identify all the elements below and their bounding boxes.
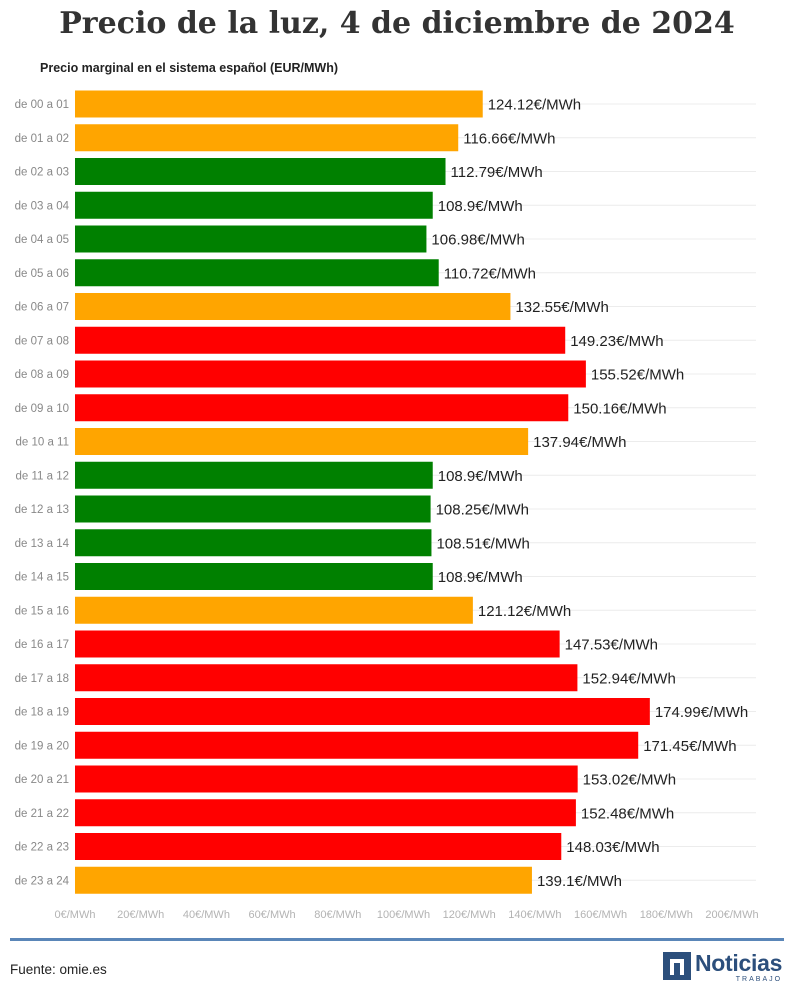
category-label: de 20 a 21: [15, 774, 69, 786]
x-axis: 0€/MWh 20€/MWh 40€/MWh 60€/MWh 80€/MWh 100€/M…: [55, 909, 759, 921]
x-tick-label: 160€/MWh: [574, 909, 627, 921]
value-label: 108.25€/MWh: [436, 502, 529, 519]
bar: [75, 630, 560, 658]
value-label: 108.9€/MWh: [438, 569, 523, 586]
bar: [75, 394, 569, 422]
category-label: de 21 a 22: [15, 808, 69, 820]
x-tick-label: 80€/MWh: [314, 909, 361, 921]
chart-title: Precio de la luz, 4 de diciembre de 2024: [59, 6, 735, 41]
logo-text: Noticias TRABAJO: [695, 950, 783, 984]
value-label: 139.1€/MWh: [537, 873, 622, 890]
value-label: 137.94€/MWh: [533, 434, 626, 451]
value-label: 106.98€/MWh: [431, 232, 524, 249]
bar: [75, 225, 427, 253]
category-label: de 04 a 05: [15, 234, 69, 246]
value-label: 148.03€/MWh: [566, 839, 659, 856]
x-tick-label: 120€/MWh: [443, 909, 496, 921]
logo-word: Noticias: [695, 950, 783, 976]
gridlines: [75, 103, 756, 881]
value-label: 174.99€/MWh: [655, 704, 748, 721]
value-label: 108.51€/MWh: [436, 535, 529, 552]
value-label: 108.9€/MWh: [438, 468, 523, 485]
source-note: Fuente: omie.es: [10, 962, 107, 977]
bar: [75, 495, 431, 523]
noticias-trabajo-logo-icon: [663, 952, 691, 980]
bar: [75, 326, 566, 354]
chart-subtitle: Precio marginal en el sistema español (E…: [40, 61, 338, 75]
bar: [75, 259, 439, 287]
bar: [75, 563, 433, 590]
x-tick-label: 200€/MWh: [705, 909, 758, 921]
category-label: de 13 a 14: [15, 538, 70, 550]
bar: [75, 360, 586, 388]
category-label: de 14 a 15: [15, 572, 69, 584]
noticias-trabajo-logo[interactable]: Noticias TRABAJO: [663, 952, 782, 986]
x-tick-label: 180€/MWh: [640, 909, 693, 921]
bar: [75, 90, 483, 118]
value-label: 121.12€/MWh: [478, 603, 571, 620]
bar: [75, 158, 446, 185]
category-label: de 03 a 04: [15, 200, 70, 212]
category-label: de 09 a 10: [15, 403, 69, 415]
category-label: de 16 a 17: [15, 639, 69, 651]
bar: [75, 124, 459, 152]
value-label: 150.16€/MWh: [573, 400, 666, 417]
value-label: 132.55€/MWh: [515, 299, 608, 316]
category-label: de 23 a 24: [15, 875, 70, 887]
value-label: 116.66€/MWh: [463, 130, 555, 147]
category-label: de 02 a 03: [15, 167, 69, 179]
value-label: 110.72€/MWh: [444, 265, 536, 282]
value-label: 124.12€/MWh: [488, 97, 581, 114]
category-label: de 19 a 20: [15, 740, 69, 752]
x-tick-label: 100€/MWh: [377, 909, 430, 921]
bar: [75, 461, 433, 489]
bars: de 00 a 01 124.12€/MWh de 01 a 02 116.66€/M…: [15, 90, 748, 894]
value-label: 149.23€/MWh: [570, 333, 663, 350]
category-label: de 05 a 06: [15, 268, 69, 280]
category-label: de 01 a 02: [15, 133, 69, 145]
logo-subword: TRABAJO: [735, 976, 783, 983]
bar: [75, 833, 562, 860]
bar: [75, 866, 532, 894]
bar: [75, 698, 650, 725]
bar: [75, 596, 473, 624]
bar: [75, 731, 639, 759]
value-label: 112.79€/MWh: [451, 164, 543, 181]
x-tick-label: 140€/MWh: [508, 909, 561, 921]
x-tick-label: 0€/MWh: [55, 909, 96, 921]
category-label: de 08 a 09: [15, 369, 69, 381]
category-label: de 12 a 13: [15, 504, 69, 516]
x-tick-label: 40€/MWh: [183, 909, 230, 921]
category-label: de 07 a 08: [15, 335, 69, 347]
bar-chart: 0€/MWh 20€/MWh 40€/MWh 60€/MWh 80€/MWh 100€/M…: [15, 90, 759, 921]
bar: [75, 765, 578, 793]
x-tick-label: 20€/MWh: [117, 909, 164, 921]
category-label: de 11 a 12: [15, 470, 69, 482]
category-label: de 15 a 16: [15, 605, 69, 617]
footer-divider: [10, 938, 784, 941]
category-label: de 18 a 19: [15, 707, 69, 719]
bar: [75, 428, 529, 455]
category-label: de 22 a 23: [15, 842, 69, 854]
category-label: de 06 a 07: [15, 302, 69, 314]
value-label: 155.52€/MWh: [591, 367, 684, 384]
bar: [75, 191, 433, 219]
bar: [75, 293, 511, 320]
value-label: 147.53€/MWh: [565, 637, 658, 654]
value-label: 171.45€/MWh: [643, 738, 736, 755]
x-tick-label: 60€/MWh: [249, 909, 296, 921]
category-label: de 10 a 11: [15, 437, 69, 449]
category-label: de 17 a 18: [15, 673, 69, 685]
value-label: 153.02€/MWh: [583, 772, 676, 789]
bar: [75, 664, 578, 692]
value-label: 152.94€/MWh: [582, 670, 675, 687]
bar: [75, 799, 576, 827]
value-label: 108.9€/MWh: [438, 198, 523, 215]
category-label: de 00 a 01: [15, 99, 69, 111]
value-label: 152.48€/MWh: [581, 805, 674, 822]
bar: [75, 529, 432, 557]
